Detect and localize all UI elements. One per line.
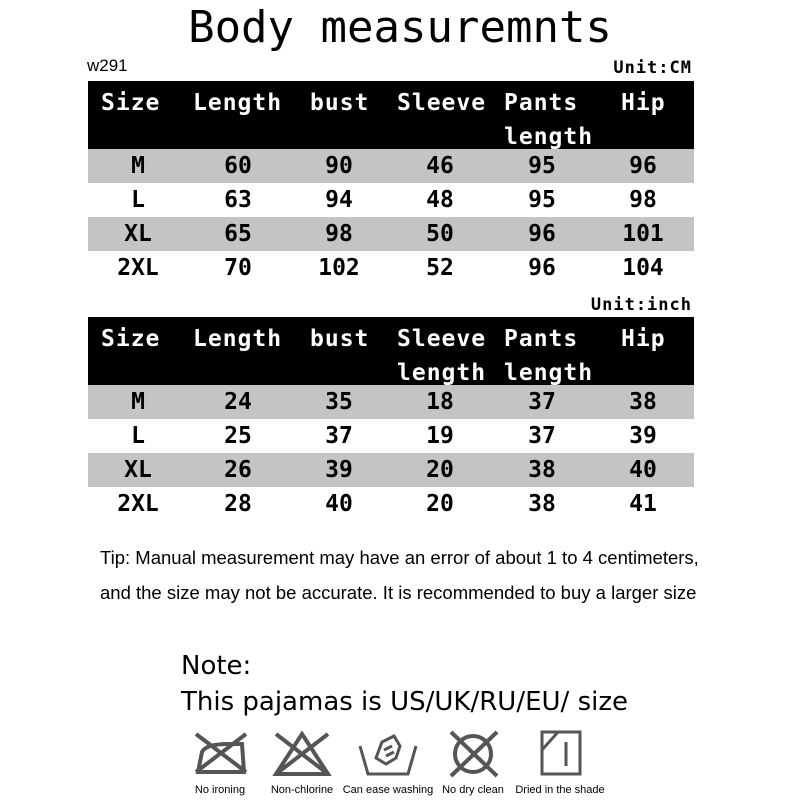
table-cell: XL bbox=[124, 457, 152, 483]
column-header: Size bbox=[101, 326, 161, 352]
care-dry-in-shade: Dried in the shade bbox=[510, 728, 610, 796]
table-row: L 25 37 19 37 39 bbox=[88, 419, 694, 453]
table-cell: M bbox=[131, 153, 145, 179]
table-cell: 37 bbox=[528, 423, 556, 449]
table-cell: 95 bbox=[528, 187, 556, 213]
table-cell: 35 bbox=[325, 389, 353, 415]
table-cell: XL bbox=[124, 221, 152, 247]
table-cell: 98 bbox=[325, 221, 353, 247]
table-cell: 38 bbox=[629, 389, 657, 415]
column-header: Pants length bbox=[504, 90, 594, 150]
table-row: L 63 94 48 95 98 bbox=[88, 183, 694, 217]
table-row: 2XL 70 102 52 96 104 bbox=[88, 251, 694, 285]
unit-inch: Unit:inch bbox=[590, 295, 692, 315]
page-title: Body measuremnts bbox=[188, 2, 612, 53]
table-row: M 60 90 46 95 96 bbox=[88, 149, 694, 183]
table-cell: 50 bbox=[426, 221, 454, 247]
table-cm: Size Length bust Sleeve Pants length Hip M 60 90… bbox=[88, 81, 694, 285]
table-cell: 52 bbox=[426, 255, 454, 281]
table-cell: L bbox=[131, 423, 145, 449]
table-cell: 96 bbox=[528, 255, 556, 281]
table-cell: 96 bbox=[629, 153, 657, 179]
table-header: Size Length bust Sleeve Pants length Hip bbox=[88, 81, 694, 150]
table-row: 2XL 28 40 20 38 41 bbox=[88, 487, 694, 521]
column-header: Pants length bbox=[504, 326, 594, 386]
table-header: Size Length bust Sleeve length Pants length H… bbox=[88, 317, 694, 386]
table-cell: 39 bbox=[325, 457, 353, 483]
hand-wash-icon bbox=[358, 734, 418, 776]
care-label: Dried in the shade bbox=[515, 784, 605, 796]
table-cell: 37 bbox=[325, 423, 353, 449]
table-cell: 40 bbox=[325, 491, 353, 517]
column-header: Length bbox=[193, 326, 283, 352]
table-cell: 65 bbox=[224, 221, 252, 247]
no-ironing-icon bbox=[194, 732, 248, 774]
dry-in-shade-icon bbox=[540, 730, 582, 776]
table-cell: 26 bbox=[224, 457, 252, 483]
table-cell: 63 bbox=[224, 187, 252, 213]
column-header: Hip bbox=[621, 326, 666, 352]
table-cell: 38 bbox=[528, 491, 556, 517]
table-cell: 96 bbox=[528, 221, 556, 247]
column-header: Sleeve bbox=[397, 90, 487, 116]
table-cell: M bbox=[131, 389, 145, 415]
table-cell: 24 bbox=[224, 389, 252, 415]
table-cell: 2XL bbox=[117, 255, 159, 281]
column-header: Size bbox=[101, 90, 161, 116]
care-label: Can ease washing bbox=[342, 784, 434, 796]
table-cell: L bbox=[131, 187, 145, 213]
no-dry-clean-icon bbox=[449, 730, 499, 778]
table-cell: 40 bbox=[629, 457, 657, 483]
column-header: bust bbox=[310, 326, 370, 352]
table-cell: 20 bbox=[426, 457, 454, 483]
table-cell: 90 bbox=[325, 153, 353, 179]
table-cell: 60 bbox=[224, 153, 252, 179]
table-row: XL 65 98 50 96 101 bbox=[88, 217, 694, 251]
non-chlorine-icon bbox=[272, 730, 332, 776]
care-label: Non-chlorine bbox=[270, 784, 334, 796]
table-cell: 95 bbox=[528, 153, 556, 179]
table-cell: 38 bbox=[528, 457, 556, 483]
table-cell: 18 bbox=[426, 389, 454, 415]
table-row: M 24 35 18 37 38 bbox=[88, 385, 694, 419]
care-non-chlorine: Non-chlorine bbox=[252, 728, 352, 796]
note: Note: This pajamas is US/UK/RU/EU/ size bbox=[181, 648, 628, 720]
table-cell: 2XL bbox=[117, 491, 159, 517]
table-cell: 98 bbox=[629, 187, 657, 213]
care-no-dry-clean: No dry clean bbox=[423, 728, 523, 796]
unit-cm: Unit:CM bbox=[613, 58, 692, 78]
column-header: bust bbox=[310, 90, 370, 116]
table-cell: 46 bbox=[426, 153, 454, 179]
care-no-ironing: No ironing bbox=[170, 728, 270, 796]
column-header: Length bbox=[193, 90, 283, 116]
table-cell: 94 bbox=[325, 187, 353, 213]
column-header: Sleeve length bbox=[397, 326, 487, 386]
table-inch: Size Length bust Sleeve length Pants length H… bbox=[88, 317, 694, 521]
table-cell: 25 bbox=[224, 423, 252, 449]
table-row: XL 26 39 20 38 40 bbox=[88, 453, 694, 487]
table-cell: 70 bbox=[224, 255, 252, 281]
table-cell: 19 bbox=[426, 423, 454, 449]
table-cell: 37 bbox=[528, 389, 556, 415]
tip-text: Tip: Manual measurement may have an erro… bbox=[100, 547, 699, 603]
table-cell: 101 bbox=[622, 221, 664, 247]
table-cell: 104 bbox=[622, 255, 664, 281]
table-cell: 48 bbox=[426, 187, 454, 213]
note-label: Note: bbox=[181, 651, 252, 681]
table-cell: 28 bbox=[224, 491, 252, 517]
note-text: This pajamas is US/UK/RU/EU/ size bbox=[181, 687, 628, 717]
product-code: w291 bbox=[87, 56, 128, 75]
table-cell: 41 bbox=[629, 491, 657, 517]
care-label: No dry clean bbox=[442, 784, 504, 796]
care-label: No ironing bbox=[194, 784, 246, 796]
table-cell: 102 bbox=[318, 255, 360, 281]
table-cell: 39 bbox=[629, 423, 657, 449]
care-hand-wash: Can ease washing bbox=[338, 728, 438, 796]
table-cell: 20 bbox=[426, 491, 454, 517]
column-header: Hip bbox=[621, 90, 666, 116]
